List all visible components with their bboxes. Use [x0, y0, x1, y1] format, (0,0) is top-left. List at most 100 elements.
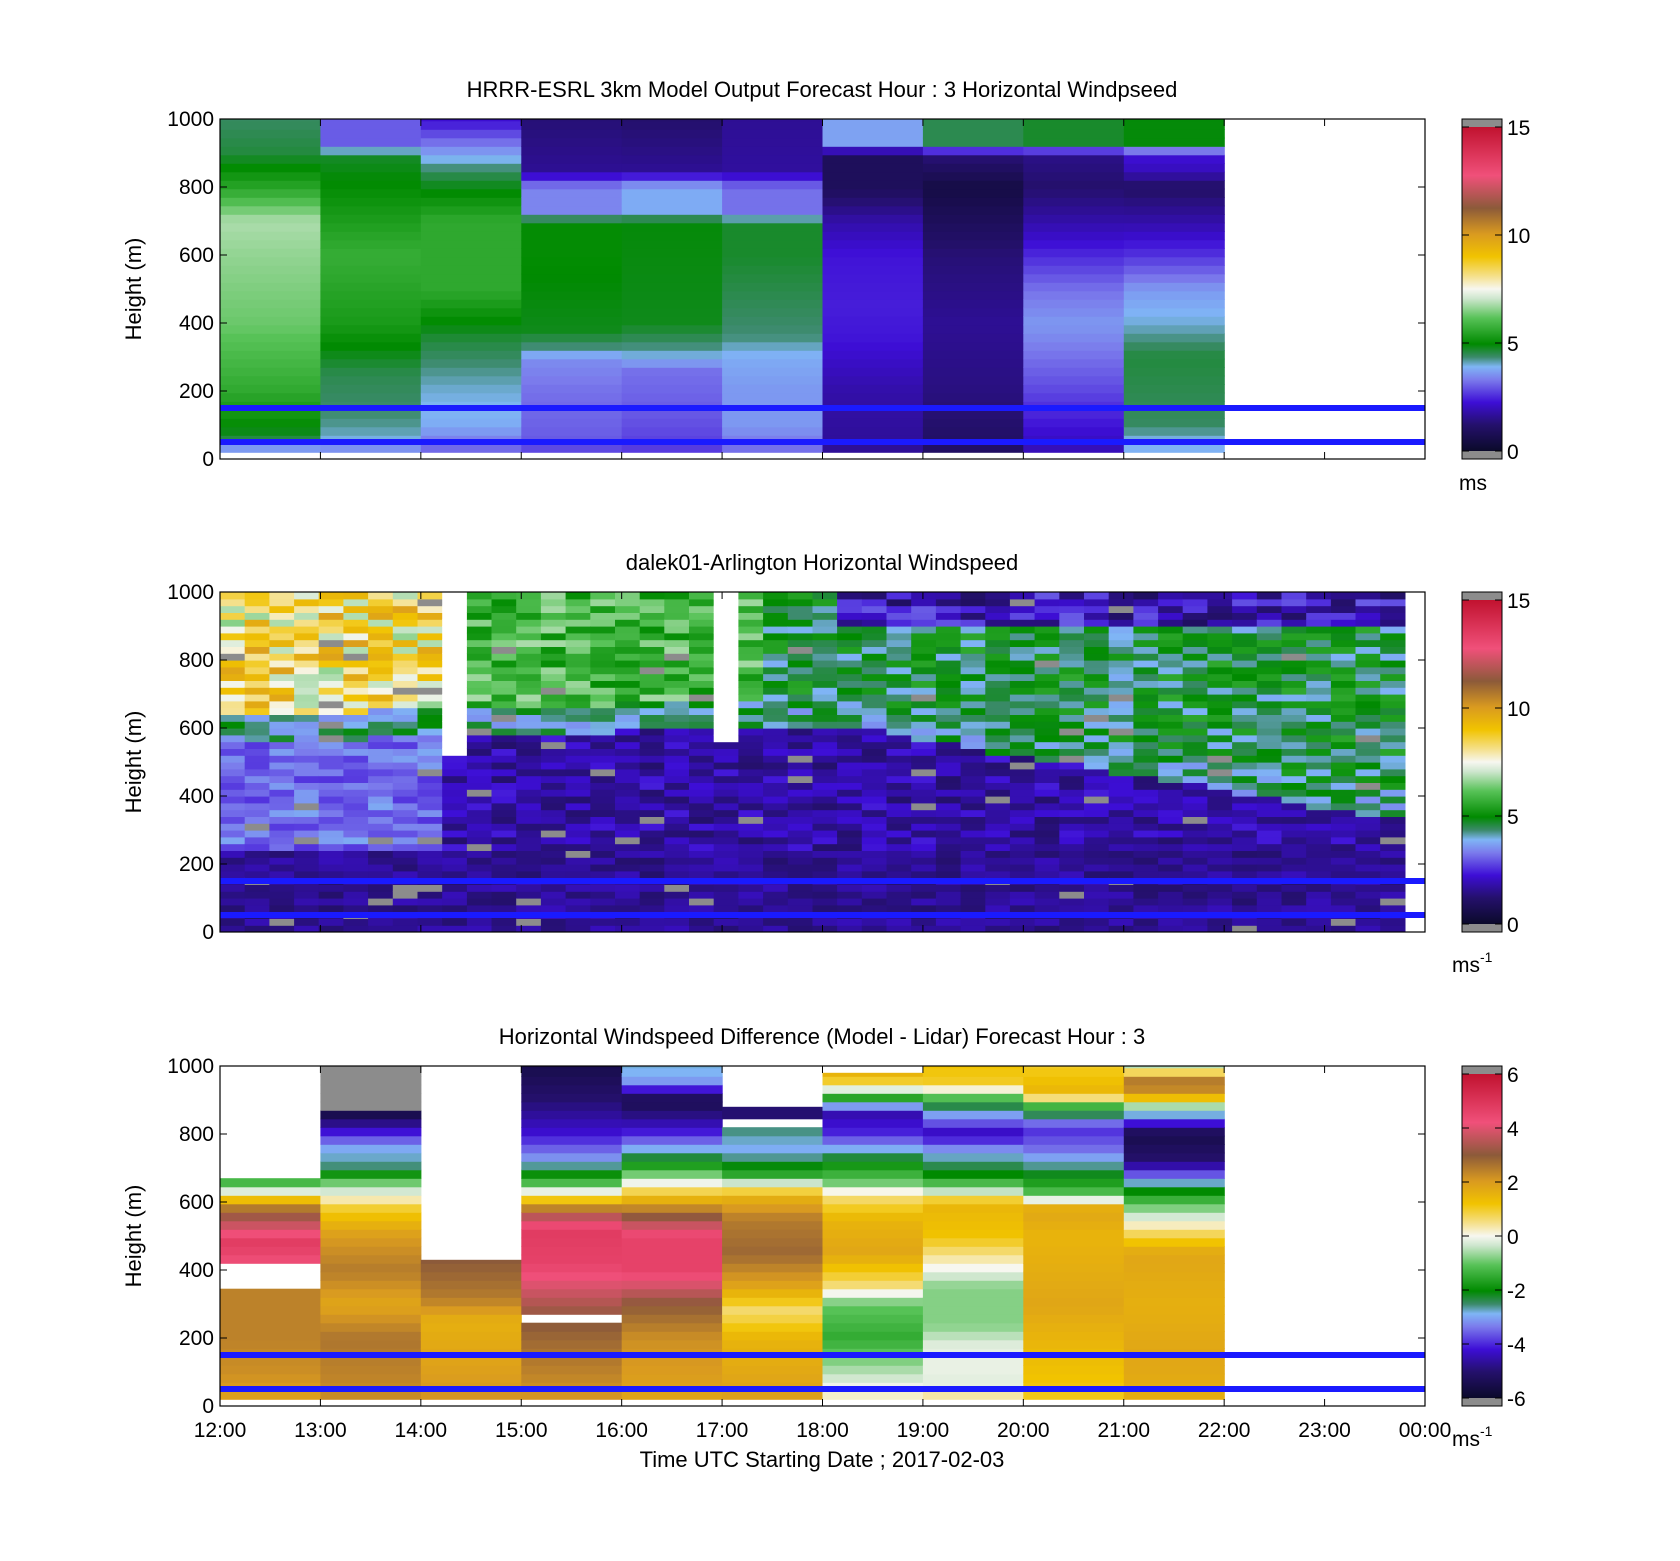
heatmap-cell: [911, 823, 937, 831]
heatmap-cell: [320, 163, 422, 173]
heatmap-cell: [1023, 154, 1125, 164]
heatmap-cell: [1023, 1288, 1125, 1298]
heatmap-cell: [621, 1288, 723, 1298]
heatmap-cell: [1380, 680, 1406, 688]
heatmap-cell: [615, 626, 641, 634]
heatmap-cell: [722, 1152, 824, 1162]
heatmap-cell: [621, 1305, 723, 1315]
heatmap-cell: [621, 1169, 723, 1179]
heatmap-cell: [812, 768, 838, 777]
heatmap-cell: [368, 598, 394, 607]
heatmap-cell: [343, 673, 369, 681]
x-tick-label: 19:00: [897, 1419, 950, 1442]
heatmap-cell: [1306, 632, 1332, 641]
heatmap-cell: [521, 367, 623, 377]
heatmap-cell: [689, 823, 715, 831]
heatmap-cell: [787, 891, 814, 899]
heatmap-cell: [861, 612, 888, 620]
heatmap-cell: [1256, 836, 1283, 845]
heatmap-cell: [1084, 762, 1110, 770]
heatmap-cell: [837, 714, 863, 722]
heatmap-cell: [1034, 741, 1060, 749]
heatmap-cell: [521, 231, 623, 241]
heatmap-cell: [722, 1212, 824, 1222]
heatmap-cell: [1256, 741, 1283, 749]
heatmap-cell: [269, 775, 295, 783]
heatmap-cell: [621, 307, 723, 317]
heatmap-cell: [621, 1237, 723, 1247]
heatmap-cell: [738, 653, 764, 661]
heatmap-cell: [516, 714, 542, 722]
heatmap-cell: [220, 443, 321, 453]
heatmap-cell: [491, 850, 517, 858]
heatmap-cell: [269, 809, 295, 817]
heatmap-cell: [521, 256, 623, 266]
heatmap-cell: [621, 1067, 723, 1077]
heatmap-cell: [392, 904, 419, 913]
heatmap-cell: [861, 836, 888, 845]
heatmap-cell: [318, 714, 344, 722]
heatmap-cell: [1133, 857, 1159, 865]
heatmap-cell: [722, 290, 824, 300]
heatmap-cell: [1158, 768, 1184, 777]
heatmap-cell: [1133, 796, 1159, 804]
heatmap-cell: [269, 592, 295, 600]
heatmap-cell: [466, 850, 493, 858]
heatmap-cell: [713, 904, 739, 913]
heatmap-cell: [220, 146, 321, 156]
heatmap-cell: [1059, 830, 1085, 838]
heatmap-cell: [621, 324, 723, 334]
heatmap-cell: [442, 646, 468, 654]
heatmap-cell: [713, 619, 739, 627]
colorbar-over-model: [1462, 119, 1502, 127]
heatmap-cell: [521, 214, 623, 224]
heatmap-cell: [1108, 605, 1134, 613]
heatmap-cell: [1108, 632, 1134, 641]
heatmap-cell: [318, 870, 344, 879]
heatmap-cell: [922, 1271, 1024, 1281]
heatmap-cell: [540, 762, 567, 770]
heatmap-cell: [1009, 884, 1036, 892]
heatmap-cell: [812, 836, 838, 845]
x-tick-label: 23:00: [1298, 1419, 1351, 1442]
heatmap-cell: [886, 904, 912, 913]
heatmap-cell: [1281, 836, 1307, 845]
heatmap-cell: [220, 925, 246, 932]
heatmap-cell: [621, 256, 723, 266]
heatmap-cell: [664, 925, 690, 932]
heatmap-cell: [1023, 1220, 1125, 1230]
heatmap-cell: [1182, 823, 1208, 831]
heatmap-cell: [822, 1169, 924, 1179]
heatmap-cell: [590, 836, 616, 845]
heatmap-cell: [861, 843, 888, 851]
heatmap-cell: [763, 639, 789, 647]
heatmap-cell: [787, 687, 814, 695]
heatmap-cell: [220, 375, 321, 385]
heatmap-cell: [368, 870, 394, 879]
heatmap-cell: [1023, 222, 1125, 232]
heatmap-cell: [722, 1186, 824, 1196]
heatmap-cell: [491, 619, 517, 627]
heatmap-cell: [1281, 728, 1307, 736]
heatmap-cell: [1158, 925, 1184, 932]
heatmap-cell: [417, 639, 443, 647]
heatmap-cell: [960, 660, 986, 668]
heatmap-cell: [763, 605, 789, 613]
heatmap-cell: [318, 857, 344, 865]
heatmap-cell: [417, 626, 443, 634]
heatmap-cell: [1355, 680, 1381, 688]
heatmap-cell: [763, 598, 789, 607]
heatmap-cell: [722, 1127, 824, 1137]
heatmap-cell: [922, 180, 1024, 190]
heatmap-cell: [1207, 619, 1233, 627]
heatmap-cell: [521, 1110, 623, 1120]
heatmap-cell: [1330, 850, 1357, 858]
heatmap-cell: [812, 660, 838, 668]
heatmap-cell: [540, 714, 567, 722]
heatmap-cell: [294, 694, 320, 702]
heatmap-cell: [343, 598, 369, 607]
heatmap-cell: [1330, 619, 1357, 627]
heatmap-cell: [368, 592, 394, 600]
heatmap-cell: [713, 748, 739, 756]
